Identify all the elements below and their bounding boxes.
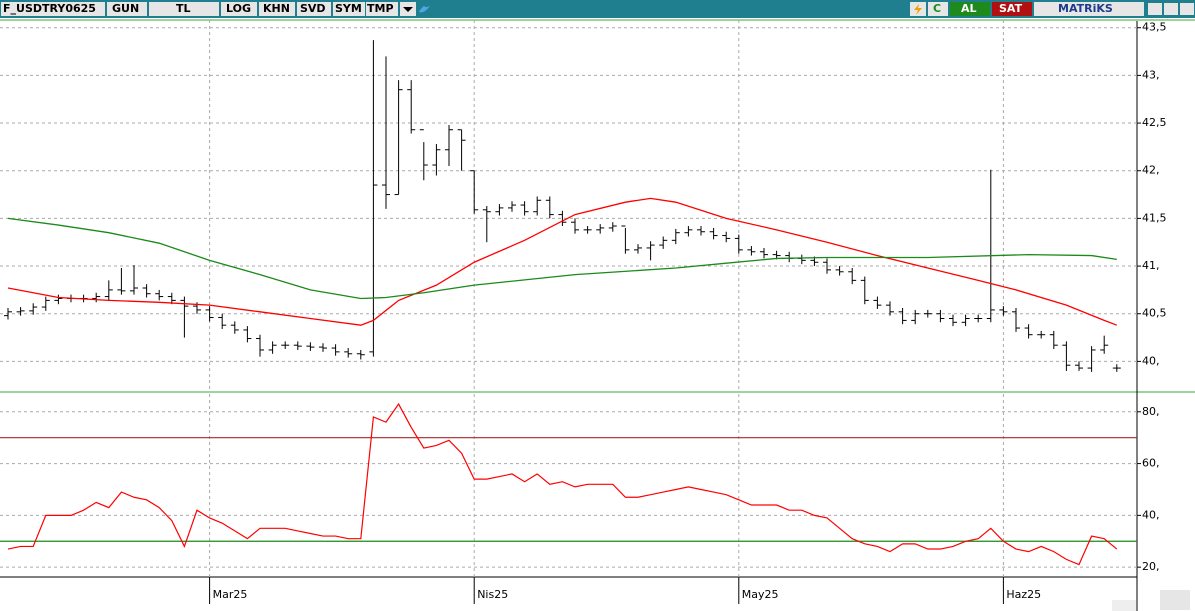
y-tick-label: 40, xyxy=(1142,354,1160,367)
refresh-button[interactable] xyxy=(1160,590,1190,610)
button[interactable] xyxy=(928,2,948,16)
button-label: SYM xyxy=(335,2,362,15)
brand-label: MATRiKS xyxy=(1058,2,1113,15)
y-tick-label: 42,5 xyxy=(1142,116,1167,129)
sell-button[interactable] xyxy=(992,2,1032,16)
y-tick-label: 60, xyxy=(1142,457,1160,470)
y-tick-label: 80, xyxy=(1142,405,1160,418)
y-tick-label: 43,5 xyxy=(1142,21,1167,34)
twitter-icon[interactable] xyxy=(419,6,430,13)
button[interactable] xyxy=(333,2,365,16)
sell-label: SAT xyxy=(999,2,1023,15)
y-tick-label: 42, xyxy=(1142,164,1160,177)
brand xyxy=(1034,2,1144,16)
y-tick-label: 41, xyxy=(1142,259,1160,272)
buy-label: AL xyxy=(961,2,977,15)
button[interactable] xyxy=(149,2,219,16)
rsi-line xyxy=(7,402,1118,566)
x-tick-label: Nis25 xyxy=(477,588,508,601)
symbol: F_USDTRY0625 xyxy=(3,2,96,15)
button[interactable] xyxy=(221,2,257,16)
button[interactable] xyxy=(259,2,295,16)
y-tick-label: 40,5 xyxy=(1142,307,1167,320)
window-button[interactable] xyxy=(1180,3,1194,15)
x-tick-label: Haz25 xyxy=(1006,588,1041,601)
y-tick-label: 20, xyxy=(1142,560,1160,573)
button[interactable] xyxy=(366,2,398,16)
y-tick-label: 43, xyxy=(1142,68,1160,81)
flash-icon xyxy=(914,4,922,15)
button-label: SVD xyxy=(300,2,326,15)
button[interactable] xyxy=(107,2,147,16)
toolbar-buttons: F_USDTRY0625 GUN TL LOG KHN SVD SYM TMP … xyxy=(1,2,1194,16)
moving-average-line xyxy=(7,197,1118,326)
button-label: KHN xyxy=(263,2,290,15)
window-button[interactable] xyxy=(1164,3,1178,15)
x-tick-label: Mar25 xyxy=(213,588,248,601)
period: GUN xyxy=(112,2,139,15)
dropdown-arrow xyxy=(403,7,413,12)
button[interactable] xyxy=(1,2,105,16)
button[interactable] xyxy=(297,2,331,16)
y-tick-label: 41,5 xyxy=(1142,211,1167,224)
moving-average-line xyxy=(7,217,1117,300)
button-label: TMP xyxy=(367,2,394,15)
y-tick-label: 40, xyxy=(1142,508,1160,521)
scroll-button[interactable] xyxy=(1112,600,1136,611)
c-button: C xyxy=(933,2,941,15)
window-button[interactable] xyxy=(1148,3,1162,15)
buy-button[interactable] xyxy=(950,2,990,16)
x-tick-label: May25 xyxy=(742,588,779,601)
currency: TL xyxy=(176,2,191,15)
button-label: LOG xyxy=(226,2,251,15)
